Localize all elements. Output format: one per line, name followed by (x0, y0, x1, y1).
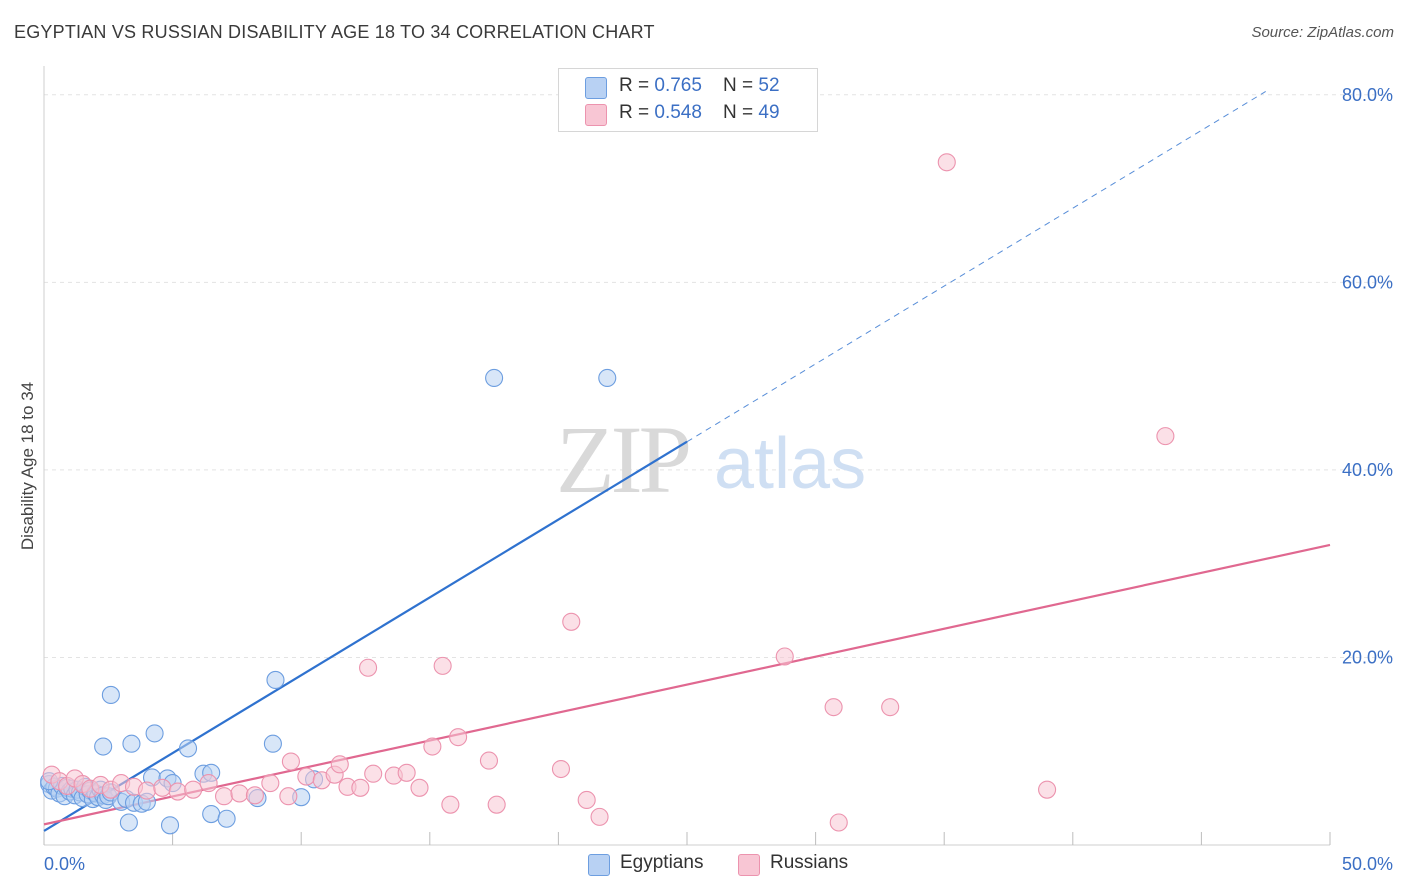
data-point-russians (551, 759, 571, 779)
data-point-egyptians (266, 670, 285, 689)
legend-n-label: N = (723, 75, 759, 96)
data-point-russians (281, 752, 300, 771)
data-point-egyptians (202, 805, 221, 824)
legend-swatch-egyptians (588, 854, 610, 876)
data-point-egyptians (217, 809, 236, 828)
chart-title: EGYPTIAN VS RUSSIAN DISABILITY AGE 18 TO… (14, 22, 655, 42)
legend-r-label: R = (619, 102, 655, 123)
data-point-russians (449, 728, 468, 747)
y-tick-label: 80.0% (1342, 85, 1393, 105)
tick-label-layer: 20.0% 40.0% 60.0% 80.0% 0.0% 50.0% (44, 85, 1393, 874)
data-point-russians (279, 787, 298, 806)
data-point-russians (1156, 427, 1175, 446)
data-point-russians (881, 698, 900, 717)
legend-n-label: N = (723, 102, 759, 123)
data-point-russians (199, 774, 218, 793)
x-tick-label: 0.0% (44, 854, 85, 874)
data-point-russians (441, 795, 460, 814)
data-point-russians (214, 787, 234, 806)
watermark: ZIP atlas (556, 406, 866, 513)
legend-swatch-russians (738, 854, 760, 876)
data-point-russians (577, 790, 596, 810)
data-point-russians (479, 751, 499, 770)
y-axis-label: Disability Age 18 to 34 (18, 381, 37, 551)
data-point-egyptians (263, 734, 282, 753)
data-point-russians (824, 698, 843, 717)
legend-r-label: R = (619, 75, 655, 96)
chart-source: Source: ZipAtlas.com (1251, 24, 1394, 41)
legend-r-value: 0.548 (654, 102, 702, 123)
data-point-egyptians (598, 368, 617, 388)
legend-r-value: 0.765 (654, 75, 702, 96)
y-tick-label: 20.0% (1342, 647, 1393, 667)
data-point-russians (168, 782, 187, 801)
data-point-russians (351, 778, 370, 797)
data-point-russians (364, 764, 383, 783)
data-point-russians (562, 612, 581, 631)
legend-swatch-russians (585, 104, 607, 126)
data-point-russians (261, 774, 280, 793)
watermark-zip: ZIP (556, 406, 689, 513)
data-point-egyptians (178, 739, 198, 758)
data-point-russians (829, 813, 848, 832)
data-point-egyptians (119, 813, 138, 832)
data-point-egyptians (94, 737, 113, 756)
y-tick-label: 60.0% (1342, 272, 1393, 292)
data-point-egyptians (485, 368, 504, 388)
data-point-russians (487, 795, 506, 814)
data-point-russians (397, 763, 416, 782)
x-tick-label: 50.0% (1342, 854, 1393, 874)
data-point-egyptians (160, 816, 180, 835)
trend-layer (43, 91, 1331, 832)
watermark-atlas: atlas (714, 424, 866, 504)
legend-n-value: 49 (758, 102, 780, 123)
data-point-russians (1038, 780, 1057, 799)
data-point-russians (590, 807, 609, 826)
data-point-russians (153, 778, 172, 797)
trend-extension-egyptians (686, 91, 1266, 443)
grid-layer (44, 94, 1392, 658)
data-point-egyptians (101, 685, 120, 705)
legend-label-russians: Russians (770, 852, 849, 873)
data-point-russians (410, 778, 429, 797)
data-point-russians (937, 153, 956, 172)
data-point-russians (184, 780, 203, 799)
axis-layer (43, 66, 1331, 846)
y-tick-label: 40.0% (1342, 460, 1393, 480)
data-point-russians (245, 786, 264, 805)
data-point-russians (230, 784, 249, 803)
data-point-russians (359, 658, 378, 677)
stats-legend: R = 0.765 N = 52 R = 0.548 N = 49 (558, 68, 818, 132)
data-point-egyptians (145, 724, 164, 743)
trend-line-egyptians (43, 440, 688, 832)
trend-line-russians (43, 543, 1331, 826)
data-point-russians (423, 737, 442, 756)
data-point-russians (775, 647, 794, 666)
points-layer (40, 153, 1175, 835)
data-point-russians (137, 781, 156, 800)
legend-swatch-egyptians (585, 77, 607, 99)
legend-n-value: 52 (758, 75, 780, 96)
legend-label-egyptians: Egyptians (620, 852, 704, 873)
data-point-egyptians (122, 734, 141, 753)
series-legend: Egyptians Russians (0, 852, 1406, 878)
data-point-russians (297, 767, 316, 786)
data-point-russians (433, 656, 452, 675)
data-point-russians (330, 755, 349, 774)
